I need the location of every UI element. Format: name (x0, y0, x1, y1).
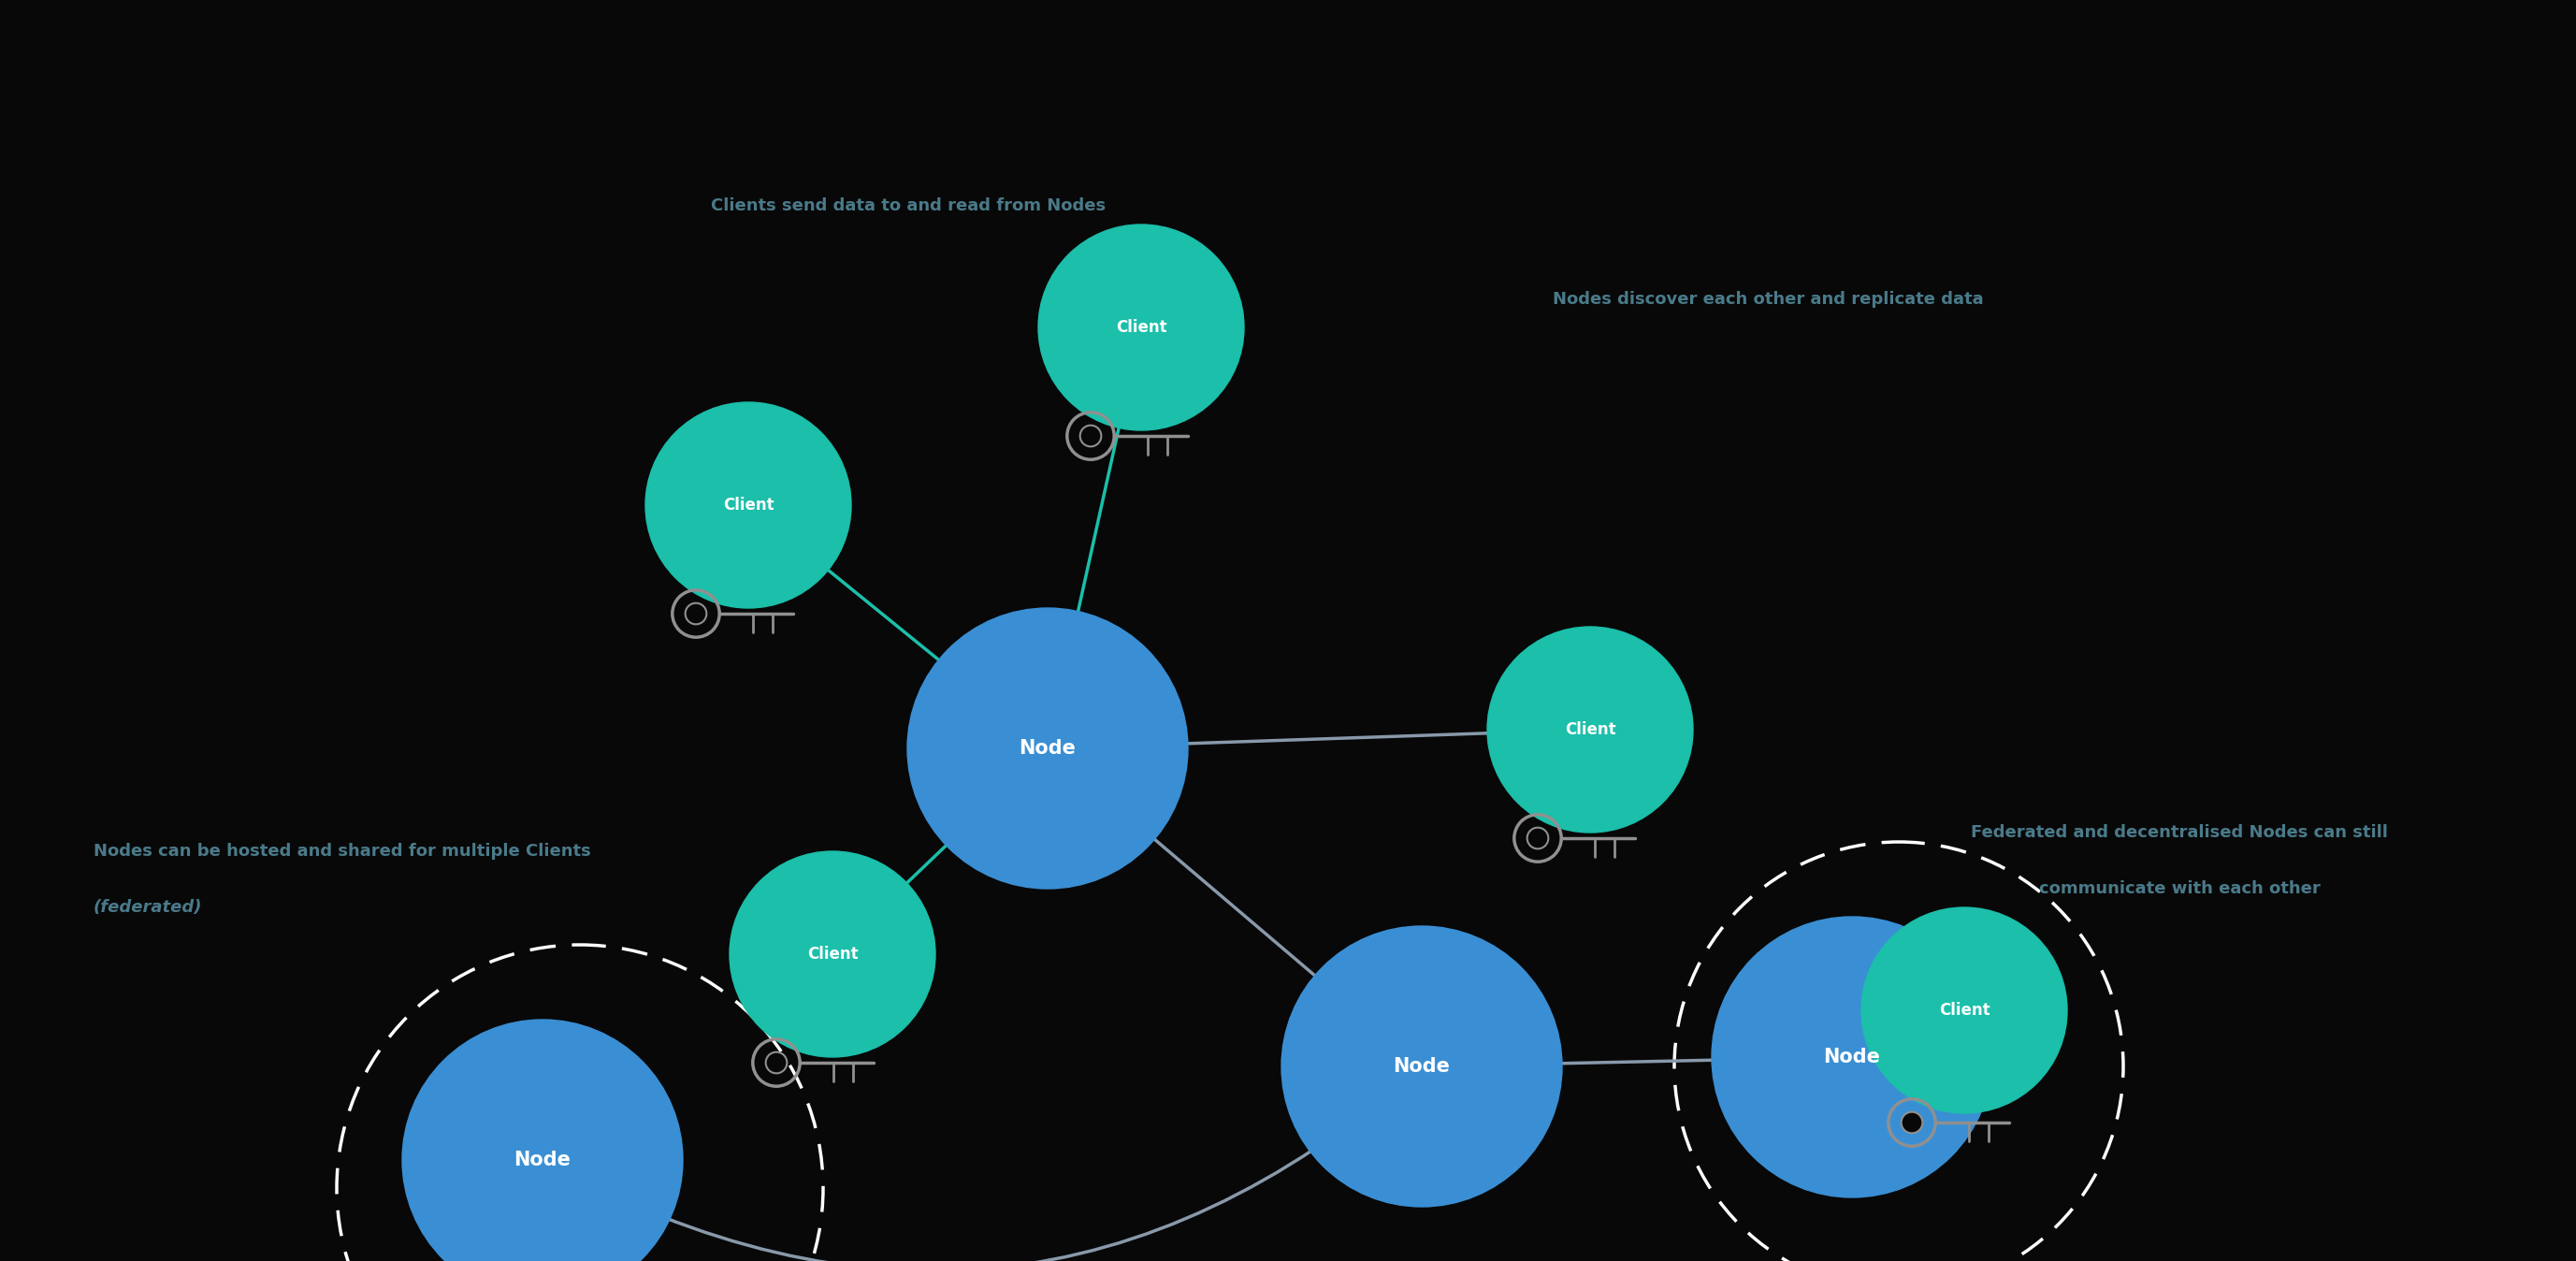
Text: Nodes discover each other and replicate data: Nodes discover each other and replicate … (1553, 291, 1984, 308)
Text: Clients send data to and read from Nodes: Clients send data to and read from Nodes (711, 198, 1105, 214)
Circle shape (729, 851, 935, 1057)
Text: Node: Node (1020, 739, 1077, 758)
Circle shape (1710, 917, 1991, 1198)
Circle shape (1280, 926, 1561, 1207)
Text: Client: Client (806, 946, 858, 962)
Circle shape (1862, 908, 2066, 1113)
Circle shape (1038, 224, 1244, 430)
Circle shape (685, 603, 706, 624)
Text: Node: Node (1394, 1057, 1450, 1076)
Text: (federated): (federated) (93, 899, 204, 915)
Text: Client: Client (1564, 721, 1615, 738)
Text: Client: Client (1940, 1002, 1989, 1019)
Text: communicate with each other: communicate with each other (2038, 880, 2321, 897)
Text: Federated and decentralised Nodes can still: Federated and decentralised Nodes can st… (1971, 825, 2388, 841)
Circle shape (1901, 1112, 1922, 1134)
Circle shape (1528, 827, 1548, 849)
Circle shape (907, 608, 1188, 889)
Circle shape (402, 1020, 683, 1261)
Text: Client: Client (1115, 319, 1167, 335)
Circle shape (1079, 425, 1103, 446)
Text: Client: Client (724, 497, 773, 513)
Text: Nodes can be hosted and shared for multiple Clients: Nodes can be hosted and shared for multi… (93, 842, 590, 860)
Circle shape (765, 1052, 786, 1073)
Circle shape (1486, 627, 1692, 832)
Text: Node: Node (515, 1150, 572, 1169)
Text: Node: Node (1824, 1048, 1880, 1067)
Circle shape (647, 402, 850, 608)
